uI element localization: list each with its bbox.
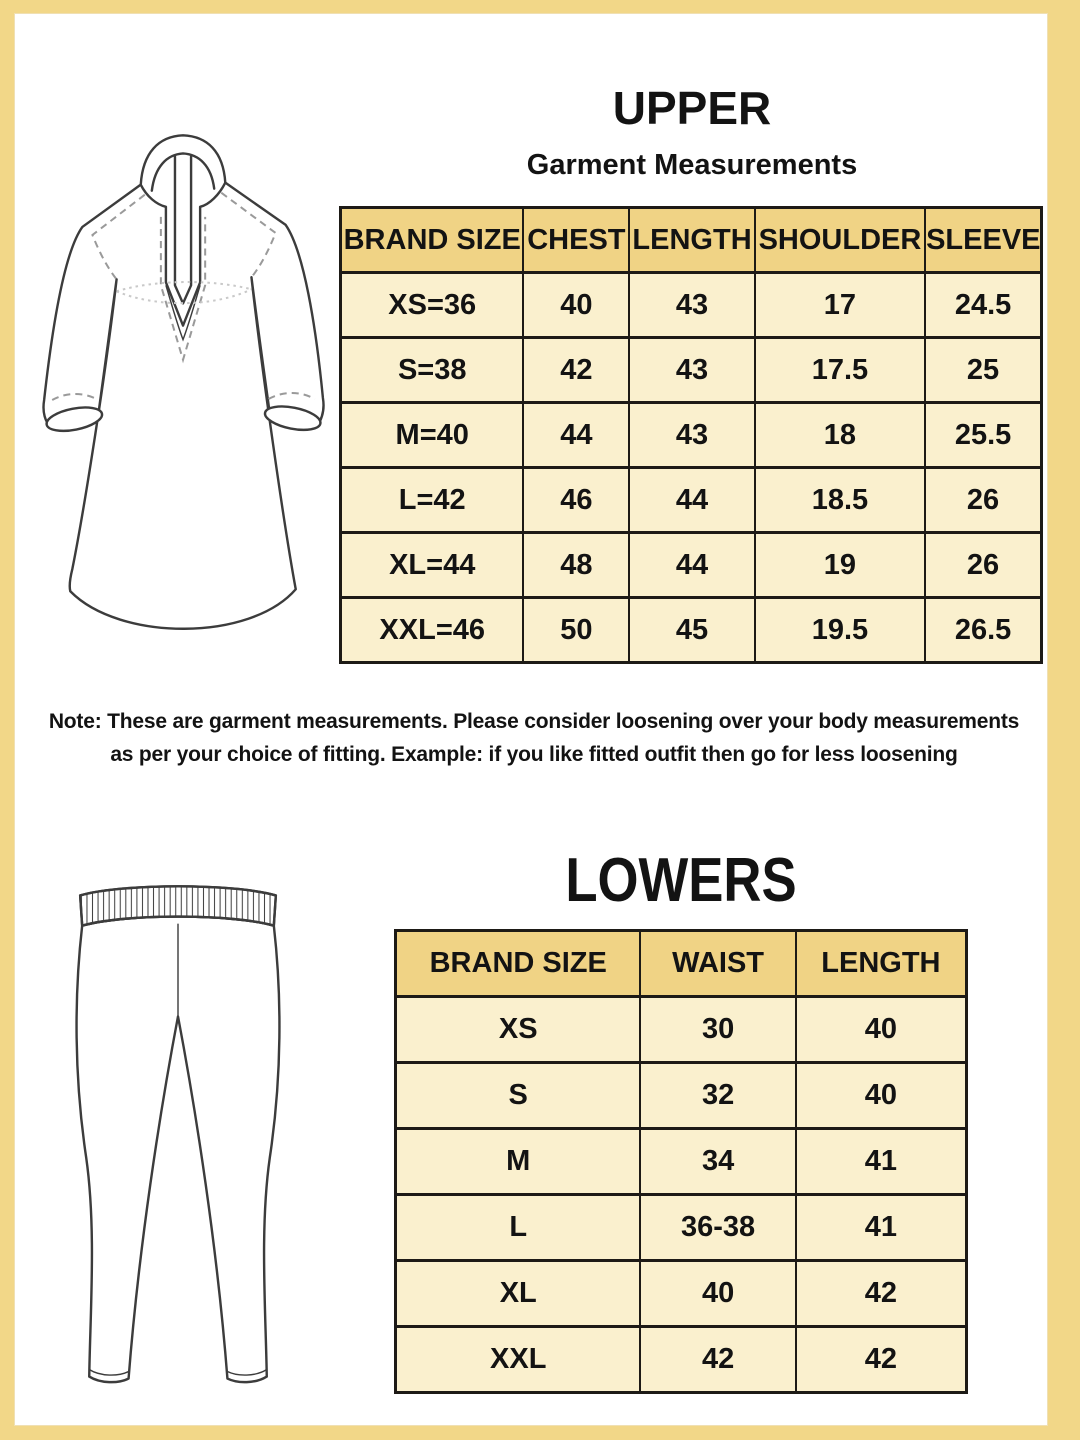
table-cell: 45 <box>628 596 756 664</box>
lowers-measurements-table: BRAND SIZE WAIST LENGTH XS 30 40 S 32 40 M 34 41 L 36… <box>394 929 968 1394</box>
table-cell: 36-38 <box>639 1193 797 1262</box>
table-cell: 24.5 <box>924 271 1043 339</box>
table-cell: M <box>394 1127 642 1196</box>
table-cell: 40 <box>794 995 968 1064</box>
column-header: SHOULDER <box>753 206 927 274</box>
column-header: BRAND SIZE <box>339 206 525 274</box>
table-cell: 40 <box>794 1061 968 1130</box>
table-cell: 26 <box>924 531 1043 599</box>
column-header: LENGTH <box>794 929 968 998</box>
note-line-1: Note: These are garment measurements. Pl… <box>48 710 1020 733</box>
table-row: XL=44 48 44 19 26 <box>339 531 1043 599</box>
table-row: XL 40 42 <box>394 1259 968 1328</box>
pants-line-drawing <box>75 885 281 1384</box>
table-cell: XS=36 <box>339 271 525 339</box>
table-cell: 41 <box>794 1127 968 1196</box>
table-cell: 25 <box>924 336 1043 404</box>
table-cell: S=38 <box>339 336 525 404</box>
table-cell: 17.5 <box>753 336 927 404</box>
table-cell: 44 <box>628 466 756 534</box>
table-row: L=42 46 44 18.5 26 <box>339 466 1043 534</box>
note-line-2: as per your choice of fitting. Example: … <box>110 743 958 766</box>
table-cell: 43 <box>628 401 756 469</box>
header-row: BRAND SIZE CHEST LENGTH SHOULDER SLEEVE <box>339 206 1043 274</box>
table-cell: L <box>394 1193 642 1262</box>
table-cell: 43 <box>628 271 756 339</box>
table-cell: 40 <box>639 1259 797 1328</box>
note-text: Note: These are garment measurements. Pl… <box>34 705 1034 771</box>
table-cell: 48 <box>522 531 631 599</box>
table-cell: 30 <box>639 995 797 1064</box>
table-cell: S <box>394 1061 642 1130</box>
kurta-drawing <box>24 123 336 663</box>
table-cell: 18 <box>753 401 927 469</box>
upper-measurements-table: BRAND SIZE CHEST LENGTH SHOULDER SLEEVE XS=36… <box>339 206 1043 664</box>
table-cell: 44 <box>522 401 631 469</box>
table-cell: 50 <box>522 596 631 664</box>
table-cell: 43 <box>628 336 756 404</box>
table-row: M 34 41 <box>394 1127 968 1196</box>
table-cell: 42 <box>639 1325 797 1394</box>
column-header: LENGTH <box>628 206 756 274</box>
table-cell: 34 <box>639 1127 797 1196</box>
table-cell: 19.5 <box>753 596 927 664</box>
table-cell: 42 <box>794 1259 968 1328</box>
table-row: L 36-38 41 <box>394 1193 968 1262</box>
table-row: XXL 42 42 <box>394 1325 968 1394</box>
table-cell: XL <box>394 1259 642 1328</box>
table-row: S=38 42 43 17.5 25 <box>339 336 1043 404</box>
lowers-section-title: LOWERS <box>565 846 797 915</box>
table-cell: XXL=46 <box>339 596 525 664</box>
table-cell: L=42 <box>339 466 525 534</box>
table-cell: 41 <box>794 1193 968 1262</box>
table-cell: 17 <box>753 271 927 339</box>
table-cell: XS <box>394 995 642 1064</box>
table-cell: 42 <box>522 336 631 404</box>
table-cell: 42 <box>794 1325 968 1394</box>
table-cell: M=40 <box>339 401 525 469</box>
table-cell: XL=44 <box>339 531 525 599</box>
table-cell: 25.5 <box>924 401 1043 469</box>
table-cell: 40 <box>522 271 631 339</box>
column-header: CHEST <box>522 206 631 274</box>
table-cell: 18.5 <box>753 466 927 534</box>
upper-section-title: UPPER <box>612 82 772 134</box>
table-cell: XXL <box>394 1325 642 1394</box>
table-row: S 32 40 <box>394 1061 968 1130</box>
column-header: SLEEVE <box>924 206 1043 274</box>
kurta-line-drawing <box>42 134 325 630</box>
column-header: WAIST <box>639 929 797 998</box>
table-row: XS 30 40 <box>394 995 968 1064</box>
table-cell: 26 <box>924 466 1043 534</box>
header-row: BRAND SIZE WAIST LENGTH <box>394 929 968 998</box>
upper-section-subtitle: Garment Measurements <box>526 149 858 181</box>
table-cell: 32 <box>639 1061 797 1130</box>
table-row: XS=36 40 43 17 24.5 <box>339 271 1043 339</box>
table-row: XXL=46 50 45 19.5 26.5 <box>339 596 1043 664</box>
column-header: BRAND SIZE <box>394 929 642 998</box>
pants-drawing <box>62 875 294 1400</box>
table-row: M=40 44 43 18 25.5 <box>339 401 1043 469</box>
table-cell: 19 <box>753 531 927 599</box>
table-cell: 26.5 <box>924 596 1043 664</box>
table-cell: 44 <box>628 531 756 599</box>
table-cell: 46 <box>522 466 631 534</box>
